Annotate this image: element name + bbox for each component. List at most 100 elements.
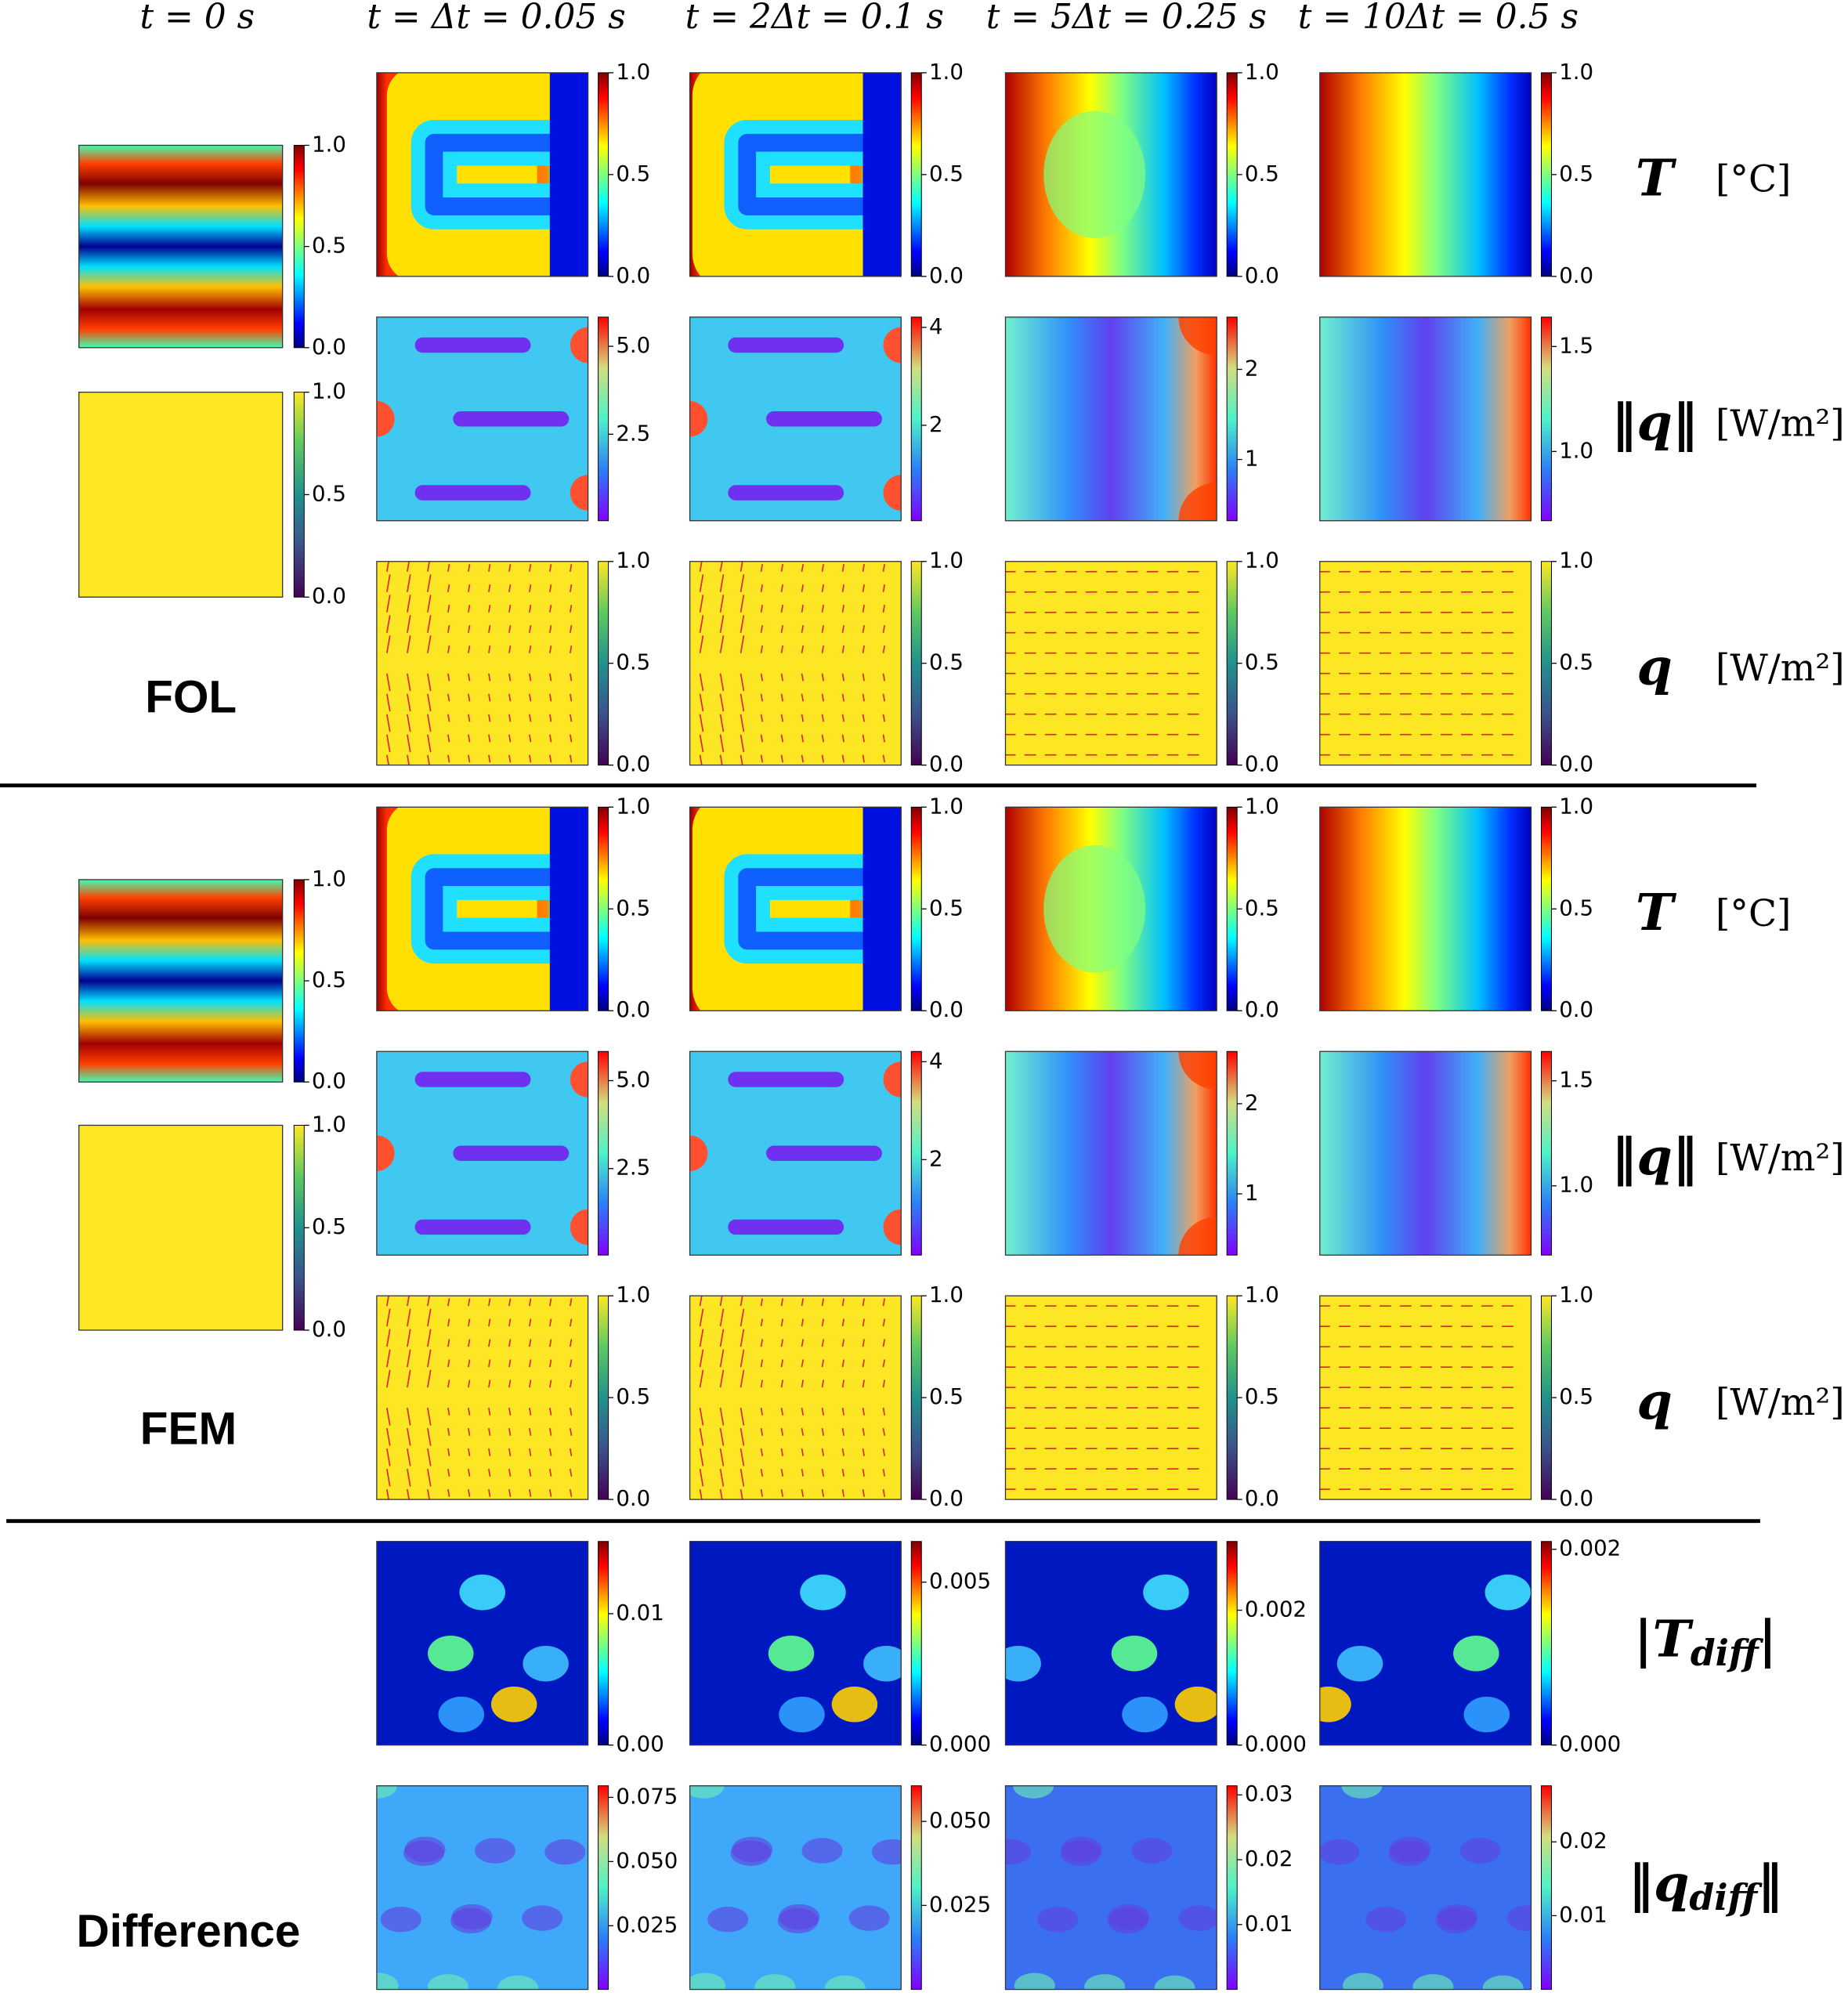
tick-label: 1.0 [1245,548,1279,573]
arrow [699,1369,704,1388]
field-panel [1319,1785,1532,1991]
arrow [882,734,885,743]
field-blob [376,1785,397,1799]
field-panel [689,316,902,522]
colorbar [598,1541,609,1746]
arrow [447,1427,450,1436]
tick-label: 0.5 [616,895,650,920]
arrow [407,1488,410,1500]
arrow [407,1349,411,1368]
field [689,316,902,521]
arrow [508,584,512,592]
tick-label: 0.0 [1245,262,1279,288]
tick-label: 0.5 [1559,161,1593,186]
field-blob [801,1838,843,1864]
arrow [488,604,491,613]
arrow [529,1408,532,1416]
arrow [427,1349,432,1368]
arrow [841,584,844,592]
field [689,1785,902,1990]
field-panel [1004,1050,1217,1256]
tick-label: 0.02 [1559,1828,1607,1853]
arrow [386,1468,391,1487]
arrow [468,1339,471,1347]
field-band [414,1072,531,1087]
field [78,392,283,598]
field-fill [1005,316,1217,521]
section-label: Difference [76,1906,300,1957]
field-blob [459,1574,505,1611]
arrow [719,1408,725,1426]
field [1319,1051,1532,1256]
arrow [427,635,432,653]
arrow [447,754,450,763]
arrow [549,1468,552,1477]
arrow [447,693,450,702]
arrow [468,563,471,572]
field-panel [1004,561,1217,766]
arrow [882,1488,885,1497]
arrow [508,645,512,653]
arrow [468,693,471,702]
row-unit: [°C] [1716,892,1791,935]
arrow [740,595,745,613]
field-panel [689,1785,902,1991]
arrow [468,1359,471,1368]
arrow [447,714,450,722]
field-fill [1319,807,1532,1011]
arrow [699,734,704,753]
tick-label: 1.0 [929,793,964,819]
row-symbol: q [1636,1372,1672,1431]
panel-frame [376,561,589,766]
arrow [386,1448,391,1466]
arrow [427,1296,430,1307]
symbol: | [1759,1610,1777,1669]
arrow [549,563,552,572]
tick-label: 1.0 [616,59,650,85]
field [689,1051,902,1256]
tick-label: 0.5 [1559,895,1593,920]
arrow [407,615,411,633]
tick-label: 0.00 [616,1731,664,1757]
panel-frame [376,72,589,277]
field-fill [689,1296,902,1500]
field [1319,1541,1532,1745]
field-blob [490,1686,537,1723]
arrow [821,1427,824,1436]
tick-label: 1.0 [1559,1172,1593,1198]
arrow [468,1468,471,1477]
arrow [570,584,573,592]
arrow [699,1448,704,1466]
arrow [508,1359,512,1368]
field-band [728,1219,844,1235]
arrow [468,624,471,633]
field [376,561,588,765]
arrow [740,1308,745,1327]
panel-frame [689,1050,902,1256]
tick-label: 1.0 [1559,437,1593,463]
arrow [821,1379,824,1388]
arrow [508,1427,512,1436]
tick-label: 1.0 [929,548,964,573]
field-band [453,1145,570,1161]
field-blob [1122,1696,1168,1733]
colorbar [910,561,922,766]
arrow [508,624,512,633]
field-fill [376,1785,588,1990]
arrow [529,563,532,572]
field-blob [570,1209,588,1246]
arrow [882,1359,885,1368]
arrow [570,1468,573,1477]
field-fill [549,807,588,1011]
arrow [488,734,491,743]
tick-label: 0.0 [929,262,964,288]
arrow [882,1298,885,1307]
arrow [780,1318,783,1327]
arrow [549,1359,552,1368]
arrow [821,1408,824,1416]
arrow [719,1427,725,1446]
field [689,561,902,765]
arrow [488,1379,491,1388]
arrow [780,1408,783,1416]
arrow [882,673,885,682]
